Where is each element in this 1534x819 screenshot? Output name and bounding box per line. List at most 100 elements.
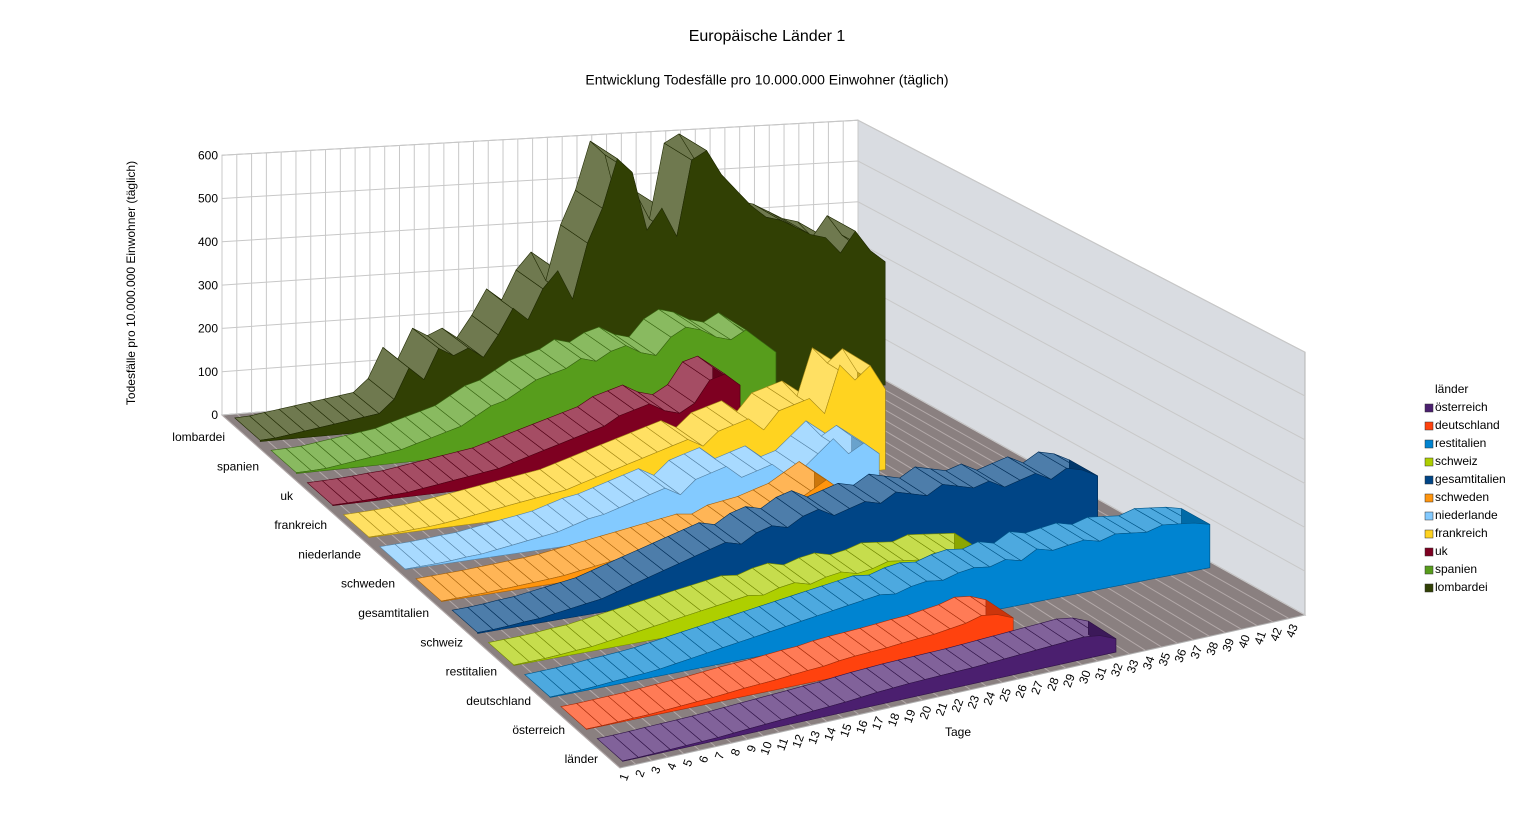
legend-swatch	[1424, 583, 1434, 593]
x-tick-label: 23	[965, 693, 983, 711]
x-tick-label: 28	[1044, 675, 1062, 693]
x-tick-label: 36	[1172, 647, 1190, 665]
x-tick-label: 2	[632, 768, 648, 779]
legend-swatch	[1424, 565, 1434, 575]
x-tick-label: 10	[757, 739, 775, 757]
legend-label: uk	[1435, 544, 1449, 558]
x-tick-label: 8	[728, 746, 744, 757]
legend-swatch	[1424, 493, 1434, 503]
y-tick-label: 600	[198, 148, 218, 162]
legend-label: lombardei	[1435, 580, 1488, 594]
x-tick-label: 11	[774, 736, 792, 753]
depth-tick-label: uk	[280, 489, 294, 503]
x-tick-label: 21	[933, 700, 951, 718]
legend-label: spanien	[1435, 562, 1477, 576]
x-tick-label: 40	[1235, 632, 1253, 650]
x-tick-label: 7	[712, 750, 728, 761]
depth-axis-title: länder	[565, 752, 598, 766]
depth-tick-label: schweden	[341, 577, 395, 591]
ribbon-front	[477, 467, 1098, 634]
legend-label: niederlande	[1435, 508, 1498, 522]
x-tick-label: 27	[1028, 679, 1046, 697]
x-tick-label: 20	[917, 704, 935, 722]
grid-line	[221, 119, 1306, 353]
x-tick-label: 38	[1203, 640, 1221, 658]
legend-label: gesamtitalien	[1435, 472, 1506, 486]
series	[451, 451, 1098, 634]
depth-tick-label: spanien	[217, 459, 259, 473]
legend-label: österreich	[1435, 400, 1488, 414]
x-tick-label: 15	[837, 721, 855, 739]
x-tick-label: 37	[1188, 643, 1206, 661]
chart-subtitle: Entwicklung Todesfälle pro 10.000.000 Ei…	[585, 72, 948, 88]
depth-tick-label: niederlande	[298, 547, 361, 561]
x-tick-label: 3	[648, 764, 664, 775]
depth-tick-label: frankreich	[274, 518, 327, 532]
series	[524, 506, 1211, 698]
y-tick-label: 100	[198, 365, 218, 379]
legend-label: restitalien	[1435, 436, 1486, 450]
legend-label: schweiz	[1435, 454, 1478, 468]
depth-tick-label: lombardei	[172, 430, 225, 444]
x-tick-label: 16	[853, 718, 871, 736]
x-tick-label: 42	[1267, 625, 1285, 643]
x-tick-label: 18	[885, 711, 903, 729]
legend-swatch	[1424, 403, 1434, 413]
legend-label: deutschland	[1435, 418, 1500, 432]
floor-grid-line	[221, 414, 621, 769]
legend-title: länder	[1435, 382, 1468, 396]
x-tick-label: 13	[805, 729, 823, 747]
legend-swatch	[1424, 475, 1434, 485]
grid-line	[221, 160, 1306, 397]
x-tick-label: 39	[1219, 636, 1237, 654]
depth-tick-label: schweiz	[420, 635, 463, 649]
x-tick-label: 12	[789, 732, 807, 750]
x-tick-label: 26	[1012, 682, 1030, 700]
x-tick-label: 5	[680, 757, 696, 768]
legend-swatch	[1424, 439, 1434, 449]
y-tick-label: 400	[198, 235, 218, 249]
x-tick-label: 29	[1060, 672, 1078, 690]
ribbon-front	[585, 614, 1014, 730]
x-tick-label: 43	[1283, 622, 1301, 640]
ribbon-front	[296, 326, 777, 474]
y-tick-label: 500	[198, 192, 218, 206]
x-tick-label: 41	[1251, 629, 1269, 647]
legend-label: frankreich	[1435, 526, 1488, 540]
x-tick-label: 33	[1124, 657, 1142, 675]
legend-swatch	[1424, 457, 1434, 467]
y-axis-title: Todesfälle pro 10.000.000 Einwohner (täg…	[124, 161, 138, 405]
x-tick-label: 31	[1092, 665, 1110, 683]
depth-tick-label: gesamtitalien	[358, 606, 429, 620]
x-tick-label: 6	[696, 753, 712, 764]
y-tick-label: 200	[198, 322, 218, 336]
x-tick-label: 35	[1156, 650, 1174, 668]
legend-swatch	[1424, 529, 1434, 539]
legend-label: schweden	[1435, 490, 1489, 504]
legend-swatch	[1424, 547, 1434, 557]
ribbon-front	[622, 635, 1117, 762]
depth-tick-label: deutschland	[466, 694, 531, 708]
depth-tick-label: österreich	[512, 723, 565, 737]
legend-swatch	[1424, 421, 1434, 431]
x-tick-label: 9	[744, 743, 760, 754]
x-tick-label: 4	[664, 761, 680, 772]
x-axis-title: Tage	[945, 725, 971, 739]
series	[379, 420, 880, 570]
y-tick-label: 0	[211, 408, 218, 422]
y-tick-label: 300	[198, 278, 218, 292]
ribbon-front	[549, 522, 1211, 698]
legend-swatch	[1424, 511, 1434, 521]
x-tick-label: 14	[821, 725, 839, 743]
grid-line	[221, 201, 1306, 441]
x-tick-label: 1	[616, 771, 632, 782]
series	[342, 347, 886, 538]
ribbon-front	[404, 438, 880, 570]
series	[560, 595, 1014, 730]
x-tick-label: 24	[980, 689, 998, 707]
x-tick-label: 34	[1140, 654, 1158, 672]
chart-title: Europäische Länder 1	[689, 28, 846, 45]
x-tick-label: 32	[1108, 661, 1126, 679]
x-tick-label: 25	[996, 686, 1014, 704]
